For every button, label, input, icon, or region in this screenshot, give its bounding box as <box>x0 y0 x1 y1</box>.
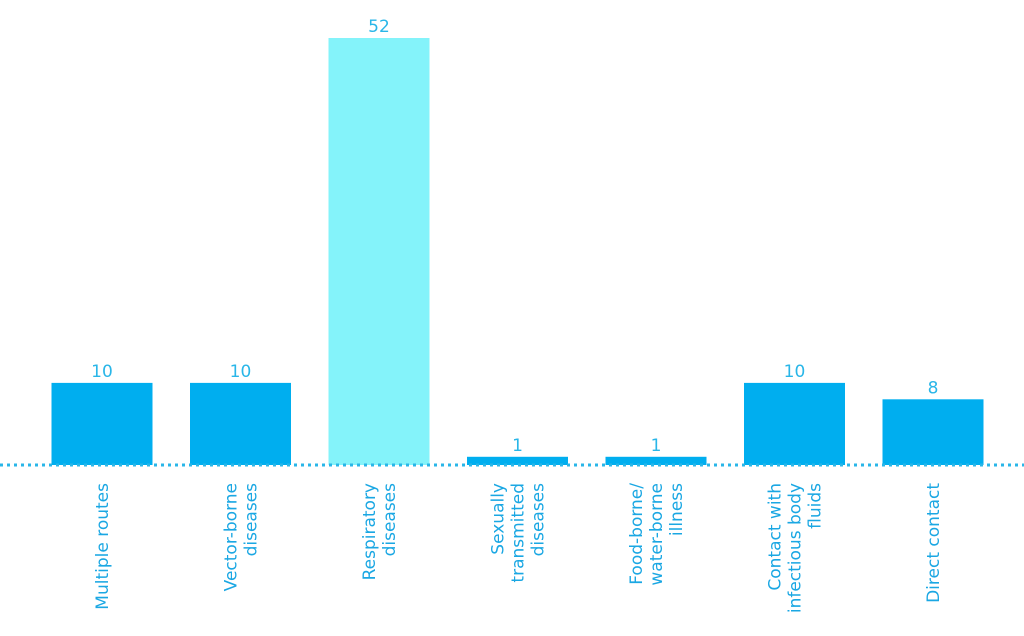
bar-7 <box>882 399 984 465</box>
category-label-line: transmitted <box>509 483 529 583</box>
category-label-3: Respiratorydiseases <box>360 483 400 581</box>
category-label-4: Sexuallytransmitteddiseases <box>489 483 549 583</box>
bar-5 <box>605 456 707 465</box>
svg-text:Food-borne/water-borneillness: Food-borne/water-borneillness <box>627 483 687 586</box>
category-label-line: infectious body <box>786 483 806 613</box>
category-label-line: fluids <box>806 483 826 529</box>
bar-1 <box>51 382 153 465</box>
category-label-line: Sexually <box>489 483 509 555</box>
category-label-line: water-borne <box>647 483 667 586</box>
value-label-7: 8 <box>928 378 939 398</box>
category-label-line: Contact with <box>766 483 786 591</box>
category-label-7: Direct contact <box>924 483 944 603</box>
value-label-3: 52 <box>368 17 390 37</box>
category-label-line: diseases <box>529 483 549 557</box>
category-label-1: Multiple routes <box>93 483 113 610</box>
bar-6 <box>744 382 845 465</box>
category-label-line: Respiratory <box>360 483 380 580</box>
value-label-4: 1 <box>512 436 523 456</box>
value-label-6: 10 <box>784 362 806 382</box>
svg-text:Direct contact: Direct contact <box>924 483 944 603</box>
category-label-line: Food-borne/ <box>627 483 647 585</box>
svg-text:Vector-bornediseases: Vector-bornediseases <box>222 483 262 591</box>
bars-layer <box>51 38 984 465</box>
svg-text:Sexuallytransmitteddiseases: Sexuallytransmitteddiseases <box>489 483 549 583</box>
category-label-line: Multiple routes <box>93 483 113 610</box>
category-label-2: Vector-bornediseases <box>222 483 262 591</box>
value-label-5: 1 <box>651 436 662 456</box>
value-labels-layer: 10 10 52 1 1 10 8 <box>91 17 938 456</box>
bar-4 <box>467 456 568 465</box>
value-label-2: 10 <box>230 362 252 382</box>
category-label-line: Vector-borne <box>222 483 242 591</box>
value-label-1: 10 <box>91 362 113 382</box>
category-labels-layer: Multiple routes Vector-bornediseases Respi… <box>93 483 944 613</box>
category-label-line: Direct contact <box>924 483 944 603</box>
category-label-5: Food-borne/water-borneillness <box>627 483 687 586</box>
category-label-line: illness <box>667 483 687 536</box>
category-label-6: Contact withinfectious bodyfluids <box>766 483 826 613</box>
bar-3 <box>328 38 430 465</box>
svg-text:Contact withinfectious bodyflu: Contact withinfectious bodyfluids <box>766 483 826 613</box>
bar-2 <box>190 382 291 465</box>
category-label-line: diseases <box>242 483 262 557</box>
svg-text:Multiple routes: Multiple routes <box>93 483 113 610</box>
svg-text:Respiratorydiseases: Respiratorydiseases <box>360 483 400 581</box>
category-label-line: diseases <box>380 483 400 557</box>
